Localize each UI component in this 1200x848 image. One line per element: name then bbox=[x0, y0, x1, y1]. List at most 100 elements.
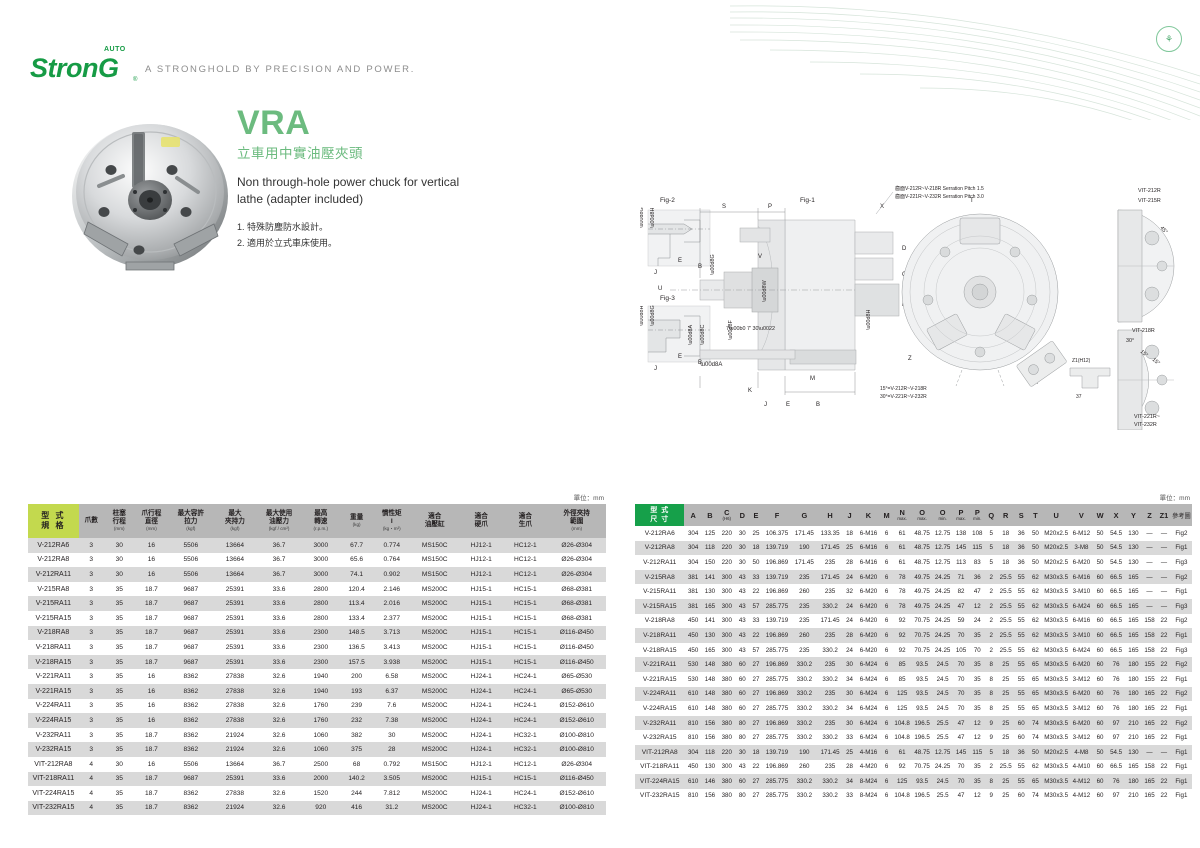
data-cell: Fig1 bbox=[1170, 628, 1192, 643]
data-cell: 9687 bbox=[168, 771, 214, 787]
data-cell: M30x3.5 bbox=[1042, 730, 1070, 745]
data-cell: 43 bbox=[735, 642, 750, 658]
svg-text:K: K bbox=[748, 388, 752, 394]
data-cell: 47 bbox=[952, 715, 970, 731]
data-cell: Fig2 bbox=[1170, 526, 1192, 541]
table-row: VIT-232RA15 810 156 380 80 27 285.775 330.2 330.… bbox=[635, 788, 1192, 804]
data-cell: 6 bbox=[880, 657, 893, 672]
data-cell: 33 bbox=[842, 788, 857, 804]
data-cell: 113 bbox=[952, 555, 970, 570]
data-cell: 130 bbox=[701, 628, 719, 643]
data-cell: 6 bbox=[880, 774, 893, 789]
data-cell: MS150C bbox=[410, 552, 460, 568]
data-cell: 49.75 bbox=[911, 569, 933, 585]
data-cell: 3 bbox=[78, 669, 104, 684]
data-cell: Fig2 bbox=[1170, 613, 1192, 629]
data-cell: 1760 bbox=[301, 713, 340, 728]
data-cell: 18.7 bbox=[134, 610, 169, 626]
data-cell: 22 bbox=[1157, 613, 1171, 629]
data-cell: 196.5 bbox=[911, 715, 933, 731]
table-body: V-212RA6 304 125 220 30 25 106.375 171.45 133.35… bbox=[635, 526, 1192, 804]
data-cell: 6-M20 bbox=[1069, 715, 1093, 731]
data-cell: 235 bbox=[791, 598, 818, 614]
data-cell: 13664 bbox=[213, 538, 257, 553]
data-cell: 62 bbox=[1028, 584, 1043, 599]
data-cell: 3.938 bbox=[373, 654, 411, 670]
model-cell: V-212RA6 bbox=[28, 538, 79, 553]
svg-text:E: E bbox=[678, 258, 682, 264]
data-cell: 25.5 bbox=[997, 613, 1015, 629]
model-cell: VIT-224RA15 bbox=[635, 774, 685, 789]
data-cell: HJ15-1 bbox=[459, 596, 504, 611]
data-cell: 13664 bbox=[213, 567, 257, 582]
table-row: V-221RA11 3 35 16 8362 27838 32.6 1940 200 6.58 MS… bbox=[28, 669, 606, 684]
data-cell: 3 bbox=[78, 610, 104, 626]
data-cell: 76 bbox=[1107, 686, 1126, 702]
left-col-header-12: 適合 生爪 bbox=[503, 504, 548, 538]
data-cell: 27838 bbox=[213, 669, 257, 684]
data-cell: 35 bbox=[103, 625, 135, 641]
data-cell: 55 bbox=[1014, 701, 1029, 716]
data-cell: 158 bbox=[1141, 759, 1158, 775]
svg-text:B: B bbox=[698, 360, 702, 366]
data-cell: M30x3.5 bbox=[1042, 686, 1070, 702]
data-cell: 22 bbox=[1157, 686, 1171, 702]
data-cell: HC15-1 bbox=[503, 610, 548, 626]
data-cell: 180 bbox=[1125, 657, 1142, 672]
data-cell: Fig1 bbox=[1170, 774, 1192, 789]
data-cell: 50 bbox=[1028, 540, 1043, 556]
data-cell: 50 bbox=[1028, 526, 1043, 541]
data-cell: 25.5 bbox=[997, 759, 1015, 775]
data-cell: 3 bbox=[78, 625, 104, 641]
data-cell: 78 bbox=[892, 569, 912, 585]
data-cell: 3 bbox=[78, 683, 104, 699]
data-cell: 165 bbox=[1125, 613, 1142, 629]
data-cell: 0.774 bbox=[373, 538, 411, 553]
data-cell: 66.5 bbox=[1107, 642, 1126, 658]
table-row: V-232RA15 810 156 380 80 27 285.775 330.2 330.2 3… bbox=[635, 730, 1192, 745]
data-cell: 165 bbox=[1141, 730, 1158, 745]
data-cell: 22 bbox=[749, 759, 763, 775]
data-cell: 30 bbox=[842, 657, 857, 672]
data-cell: 6-M24 bbox=[856, 715, 881, 731]
data-cell: Ø100-Ø810 bbox=[547, 742, 606, 757]
data-cell: 285.775 bbox=[762, 642, 792, 658]
data-cell: 18.7 bbox=[134, 742, 169, 757]
model-cell: V-212RA6 bbox=[635, 526, 685, 541]
data-cell: 145 bbox=[952, 744, 970, 760]
data-cell: 0.792 bbox=[373, 756, 411, 772]
product-title-block: VRA 立車用中實油壓夾頭 Non through-hole power chu… bbox=[237, 106, 487, 252]
data-cell: 25.5 bbox=[932, 730, 953, 745]
model-cell: V-212RA8 bbox=[635, 540, 685, 556]
model-cell: V-212RA11 bbox=[28, 567, 79, 582]
data-cell: 2300 bbox=[301, 654, 340, 670]
data-cell: 530 bbox=[684, 671, 702, 687]
svg-text:\u00d8H: \u00d8H bbox=[640, 306, 645, 326]
model-cell: V-218RA8 bbox=[28, 625, 79, 641]
data-cell: 67.7 bbox=[339, 538, 374, 553]
model-cell: V-218RA11 bbox=[28, 640, 79, 655]
data-cell: 55 bbox=[1014, 686, 1029, 702]
data-cell: 138 bbox=[952, 526, 970, 541]
data-cell: 27 bbox=[749, 686, 763, 702]
data-cell: 12 bbox=[969, 730, 986, 745]
data-cell: 115 bbox=[969, 744, 986, 760]
data-cell: — bbox=[1157, 540, 1171, 556]
data-cell: HC15-1 bbox=[503, 625, 548, 641]
svg-text:\u00d8F: \u00d8F bbox=[728, 320, 734, 340]
data-cell: Ø26-Ø304 bbox=[547, 567, 606, 582]
table-row: VIT-224RA15 610 146 380 60 27 285.775 330.2 330.… bbox=[635, 774, 1192, 789]
data-cell: 6-M24 bbox=[856, 657, 881, 672]
table-row: V-224RA15 610 148 380 60 27 285.775 330.2 330.2 3… bbox=[635, 701, 1192, 716]
model-cell: V-224RA15 bbox=[28, 713, 79, 728]
data-cell: 12.75 bbox=[932, 526, 953, 541]
table-row: V-218RA15 450 165 300 43 57 285.775 235 330.2 24 6… bbox=[635, 642, 1192, 658]
data-cell: 196.5 bbox=[911, 730, 933, 745]
right-col-header-11: M bbox=[880, 504, 893, 526]
data-cell: 24.5 bbox=[932, 774, 953, 789]
brand-registered-mark: ® bbox=[133, 77, 138, 83]
data-cell: MS200C bbox=[410, 581, 460, 597]
